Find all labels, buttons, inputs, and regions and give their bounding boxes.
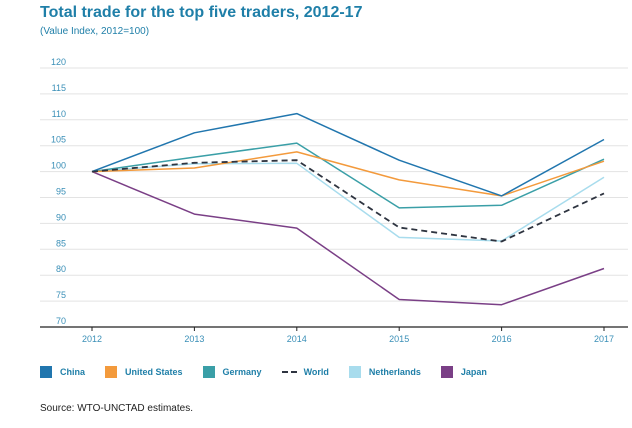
legend-label: Japan bbox=[460, 367, 487, 377]
legend-label: United States bbox=[125, 367, 183, 377]
x-tick-label: 2015 bbox=[389, 334, 409, 344]
y-tick-label: 75 bbox=[56, 290, 66, 300]
series-line-china bbox=[91, 112, 605, 197]
legend-item-china: China bbox=[40, 366, 85, 378]
series-line-world bbox=[91, 159, 605, 243]
x-tick-label: 2014 bbox=[287, 334, 307, 344]
series-line-germany bbox=[91, 142, 605, 209]
legend-swatch bbox=[440, 366, 453, 378]
chart-subtitle: (Value Index, 2012=100) bbox=[40, 26, 150, 37]
legend-swatch bbox=[281, 366, 298, 378]
y-tick-label: 110 bbox=[52, 109, 66, 119]
series-line-united-states bbox=[91, 151, 605, 197]
legend-item-netherlands: Netherlands bbox=[348, 366, 421, 378]
y-tick-label: 85 bbox=[56, 238, 66, 248]
legend-item-japan: Japan bbox=[440, 366, 487, 378]
legend-item-world: World bbox=[281, 366, 329, 378]
x-tick-label: 2017 bbox=[594, 334, 614, 344]
legend-label: Netherlands bbox=[368, 367, 421, 377]
chart-legend: China United States Germany World Netherland… bbox=[40, 365, 507, 379]
x-tick-label: 2016 bbox=[492, 334, 512, 344]
x-tick-label: 2012 bbox=[82, 334, 102, 344]
y-tick-label: 90 bbox=[56, 212, 66, 222]
y-tick-label: 100 bbox=[51, 161, 66, 171]
legend-label: China bbox=[60, 367, 86, 377]
legend-swatch bbox=[40, 366, 52, 378]
chart-title: Total trade for the top five traders, 20… bbox=[40, 4, 363, 21]
legend-swatch bbox=[348, 366, 361, 378]
y-tick-label: 95 bbox=[56, 187, 66, 197]
legend-label: Germany bbox=[222, 367, 262, 377]
legend-swatch bbox=[105, 366, 118, 378]
legend-item-germany: Germany bbox=[202, 366, 262, 378]
legend-label: World bbox=[303, 367, 329, 377]
y-tick-label: 70 bbox=[56, 316, 66, 326]
x-tick-label: 2013 bbox=[184, 334, 204, 344]
series-line-japan bbox=[91, 170, 605, 306]
source-note: Source: WTO-UNCTAD estimates. bbox=[40, 403, 193, 414]
y-tick-label: 115 bbox=[52, 83, 66, 93]
line-chart: 70 75 80 85 90 95 100 105 110 115 120 2012 2013 2014 2… bbox=[40, 57, 628, 344]
legend-item-united-states: United States bbox=[105, 366, 183, 378]
y-tick-label: 80 bbox=[56, 264, 66, 274]
y-tick-label: 105 bbox=[51, 135, 66, 145]
y-tick-label: 120 bbox=[51, 57, 66, 67]
legend-swatch bbox=[202, 366, 215, 378]
